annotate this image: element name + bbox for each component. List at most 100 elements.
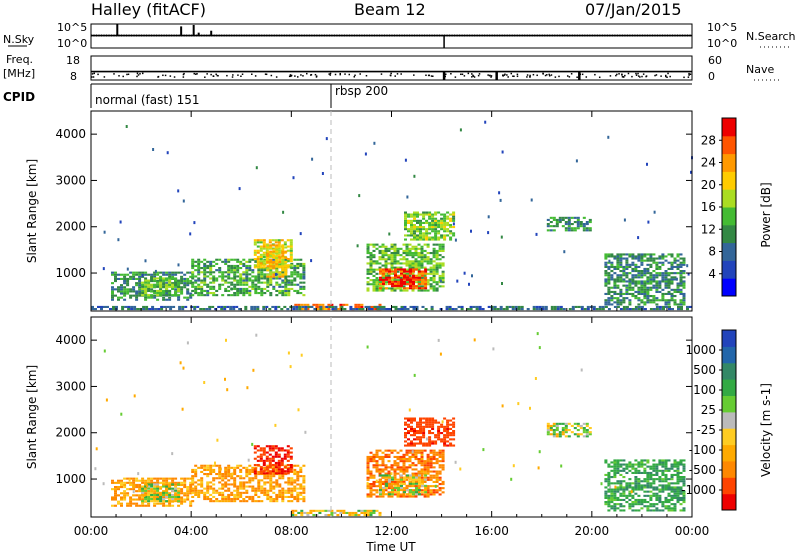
heatmap-cell (290, 273, 294, 276)
heatmap-cell (637, 308, 641, 311)
heatmap-cell (419, 423, 422, 426)
heatmap-cell (281, 281, 285, 284)
nsky-point (171, 34, 173, 37)
heatmap-cell (266, 246, 270, 249)
heatmap-cell (186, 490, 190, 493)
heatmap-cell (414, 480, 418, 483)
heatmap-cell (616, 299, 620, 302)
nave-point (581, 73, 584, 76)
heatmap-cell (129, 504, 133, 507)
heatmap-cell (269, 273, 273, 276)
nave-point (568, 76, 571, 78)
heatmap-cell (441, 458, 445, 461)
heatmap-cell (616, 255, 620, 258)
heatmap-cell (215, 262, 219, 265)
heatmap-cell (637, 270, 641, 273)
heatmap-cell (384, 453, 388, 456)
heatmap-cell (174, 281, 178, 284)
heatmap-cell (607, 276, 611, 279)
heatmap-cell (369, 493, 373, 496)
heatmap-cell (400, 280, 403, 283)
heatmap-cell (287, 491, 291, 494)
heatmap-cell (147, 279, 151, 282)
heatmap-cell (676, 490, 680, 493)
heatmap-cell (269, 483, 273, 486)
heatmap-cell (571, 308, 575, 311)
heatmap-cell (301, 305, 305, 308)
heatmap-cell (200, 292, 204, 295)
heatmap-cell (290, 500, 294, 503)
heatmap-cell (408, 466, 412, 469)
heatmap-cell (619, 278, 623, 281)
heatmap-cell (417, 462, 421, 465)
heatmap-cell (130, 305, 134, 308)
heatmap-cell (607, 503, 611, 506)
nsky-point (591, 34, 593, 37)
heatmap-cell (586, 305, 590, 308)
heatmap-cell (423, 493, 427, 496)
heatmap-cell (165, 283, 169, 286)
heatmap-cell (302, 491, 306, 494)
heatmap-cell (281, 254, 285, 257)
heatmap-cell (446, 444, 450, 447)
heatmap-cell (556, 305, 560, 308)
heatmap-cell (203, 264, 207, 267)
heatmap-cell (275, 483, 279, 486)
heatmap-cell (378, 480, 382, 483)
heatmap-cell (289, 464, 293, 467)
heatmap-cell (174, 485, 178, 488)
heatmap-cell (200, 260, 204, 263)
heatmap-cell (643, 486, 647, 489)
heatmap-cell (141, 491, 145, 494)
heatmap-cell (417, 451, 421, 454)
heatmap-cell (399, 466, 403, 469)
heatmap-cell (582, 227, 586, 230)
heatmap-cell (682, 303, 686, 306)
heatmap-cell (186, 280, 190, 283)
heatmap-cell (150, 481, 154, 484)
heatmap-cell (372, 285, 376, 288)
heatmap-cell (422, 425, 426, 428)
nsky-point (511, 34, 513, 37)
nave-tick-top: 60 (708, 54, 722, 67)
heatmap-cell (159, 279, 163, 282)
heatmap-cell (405, 281, 409, 284)
heatmap-cell (393, 279, 397, 282)
heatmap-cell (625, 292, 629, 295)
heatmap-cell (610, 501, 614, 504)
heatmap-cell (263, 475, 267, 478)
nsky-point (479, 34, 481, 37)
heatmap-cell (387, 449, 391, 452)
heatmap-cell (421, 305, 425, 308)
heatmap-cell (302, 487, 306, 490)
heatmap-cell (263, 481, 267, 484)
heatmap-cell (277, 464, 281, 467)
heatmap-cell (299, 493, 303, 496)
heatmap-cell (259, 470, 263, 473)
heatmap-cell (637, 299, 641, 302)
heatmap-cell (215, 464, 219, 467)
heatmap-cell (423, 243, 427, 246)
heatmap-cell (409, 287, 412, 290)
heatmap-cell (286, 445, 290, 448)
heatmap-cell (658, 282, 662, 285)
heatmap-cell (278, 261, 282, 264)
heatmap-cell (126, 280, 130, 283)
heatmap-cell (294, 303, 298, 306)
nsky-point (336, 34, 338, 37)
heatmap-cell (616, 286, 620, 289)
nave-point (162, 74, 164, 77)
nave-point (689, 73, 692, 75)
heatmap-cell (588, 229, 592, 232)
heatmap-cell (245, 267, 249, 270)
heatmap-cell (382, 493, 385, 496)
heatmap-cell (670, 494, 674, 497)
heatmap-cell (404, 219, 407, 222)
heatmap-cell (435, 460, 439, 463)
heatmap-cell (296, 470, 300, 473)
heatmap-cell (218, 475, 222, 478)
nave-point (471, 76, 473, 78)
heatmap-cell (613, 494, 617, 497)
heatmap-cell (619, 488, 623, 491)
